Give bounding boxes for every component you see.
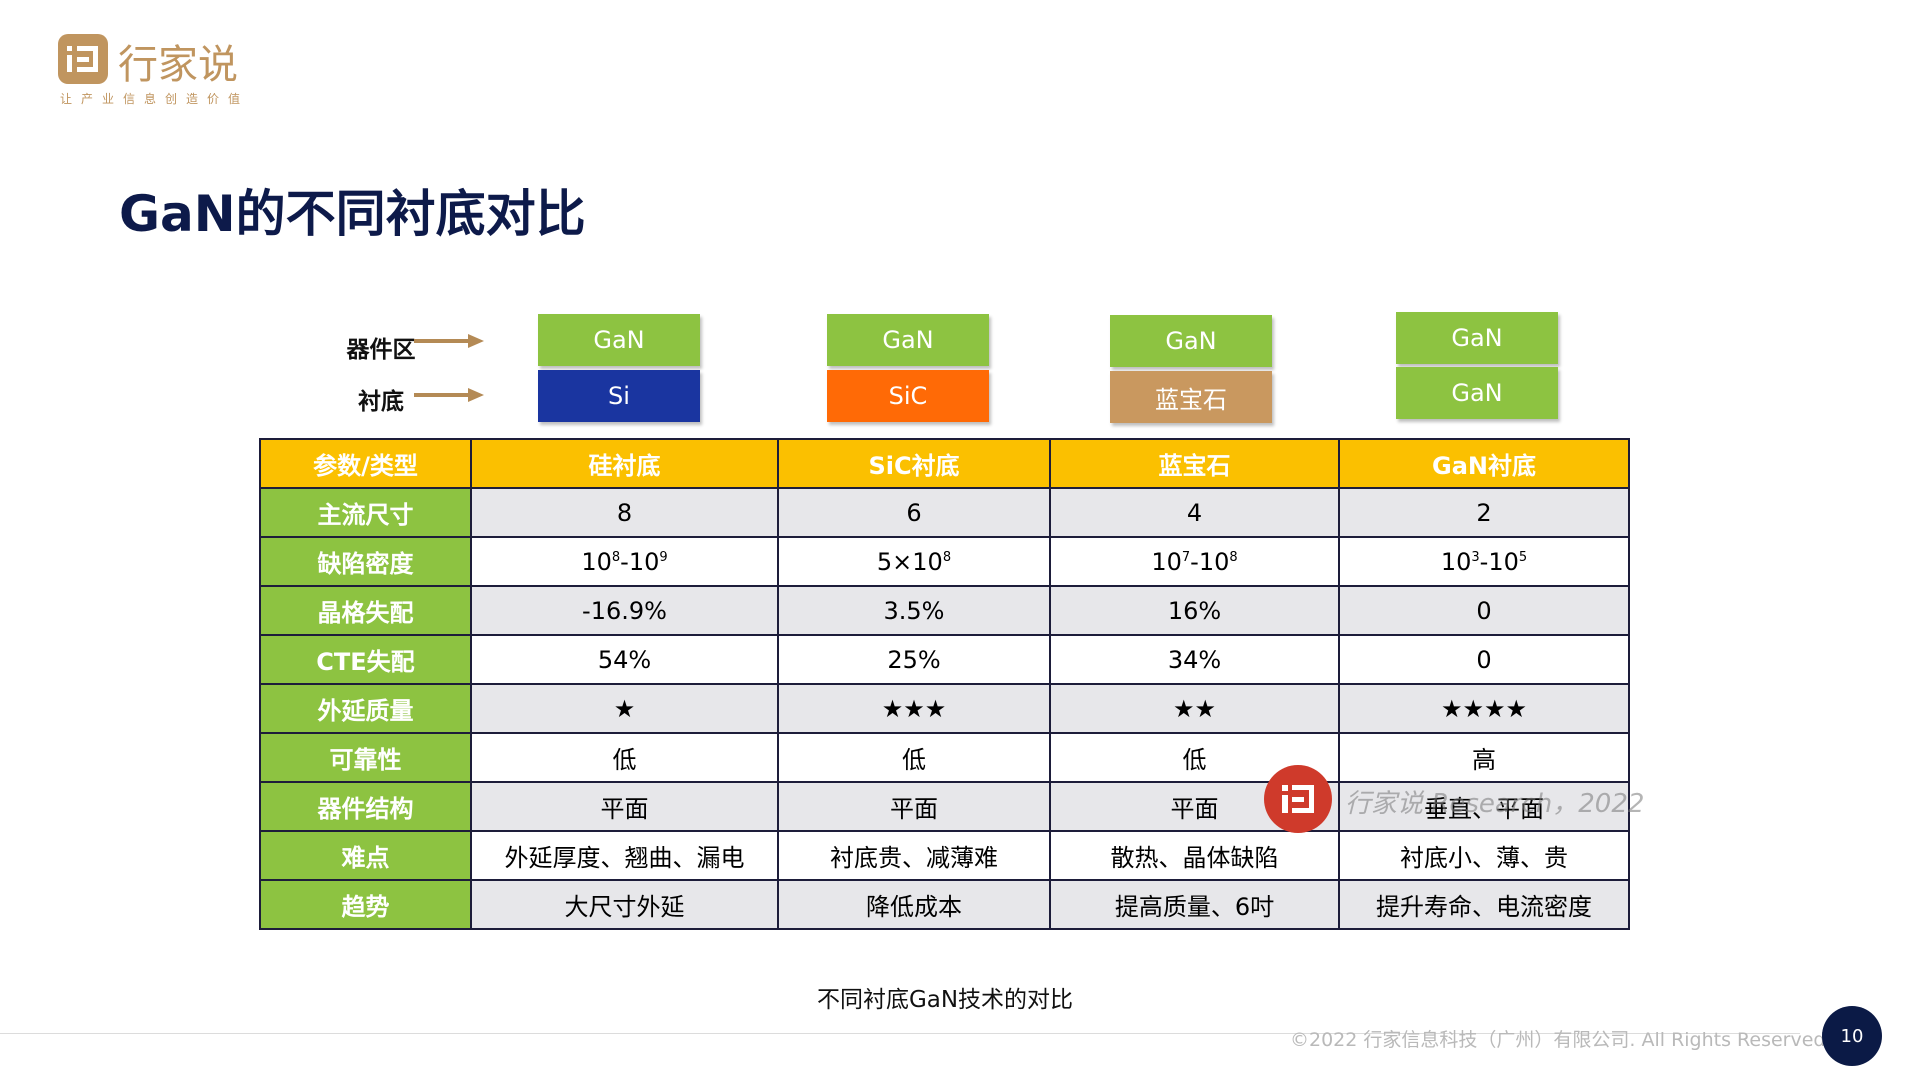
table-cell: 平面 bbox=[777, 781, 1051, 832]
table-cell: 高 bbox=[1338, 732, 1630, 783]
table-cell: 平面 bbox=[470, 781, 779, 832]
table-cell: 0 bbox=[1338, 634, 1630, 685]
watermark-logo-icon bbox=[1264, 765, 1332, 833]
cell-exponent: 3 bbox=[1471, 549, 1480, 565]
row-label: 器件结构 bbox=[259, 781, 472, 832]
row-label: 难点 bbox=[259, 830, 472, 881]
table-row: 难点 外延厚度、翘曲、漏电 衬底贵、减薄难 散热、晶体缺陷 衬底小、薄、贵 bbox=[259, 830, 1630, 881]
header-gan: GaN衬底 bbox=[1338, 438, 1630, 489]
table-cell: 8 bbox=[470, 487, 779, 538]
row-label: 可靠性 bbox=[259, 732, 472, 783]
table-cell: 0 bbox=[1338, 585, 1630, 636]
table-cell: 4 bbox=[1049, 487, 1340, 538]
table-cell: 54% bbox=[470, 634, 779, 685]
row-label: CTE失配 bbox=[259, 634, 472, 685]
table-cell: 107-108 bbox=[1049, 536, 1340, 587]
table-row: 主流尺寸 8 6 4 2 bbox=[259, 487, 1630, 538]
table-row: CTE失配 54% 25% 34% 0 bbox=[259, 634, 1630, 685]
row-label: 晶格失配 bbox=[259, 585, 472, 636]
layer-sic-bottom: SiC bbox=[827, 370, 989, 422]
copyright-text: ©2022 行家信息科技（广州）有限公司. All Rights Reserve… bbox=[1290, 1029, 1832, 1051]
comparison-table: 参数/类型 硅衬底 SiC衬底 蓝宝石 GaN衬底 主流尺寸 8 6 4 2 缺… bbox=[259, 438, 1630, 930]
layer-sapphire-top: GaN bbox=[1110, 315, 1272, 367]
cell-base: 10 bbox=[1198, 547, 1230, 576]
table-cell: 6 bbox=[777, 487, 1051, 538]
table-cell: 5×108 bbox=[777, 536, 1051, 587]
substrate-label: 衬底 bbox=[358, 389, 404, 415]
star-rating: ★★★ bbox=[777, 683, 1051, 734]
star-rating: ★★ bbox=[1049, 683, 1340, 734]
row-label: 趋势 bbox=[259, 879, 472, 930]
row-label: 外延质量 bbox=[259, 683, 472, 734]
table-cell: 大尺寸外延 bbox=[470, 879, 779, 930]
table-cell: 提高质量、6吋 bbox=[1049, 879, 1340, 930]
layer-sic-top: GaN bbox=[827, 314, 989, 366]
table-row: 可靠性 低 低 低 高 bbox=[259, 732, 1630, 783]
logo-slogan: 让产业信息创造价值 bbox=[60, 92, 250, 106]
cell-exponent: 7 bbox=[1181, 549, 1191, 565]
table-row: 外延质量 ★ ★★★ ★★ ★★★★ bbox=[259, 683, 1630, 734]
page-title: GaN的不同衬底对比 bbox=[119, 185, 586, 243]
cell-separator: - bbox=[620, 547, 629, 576]
table-cell: -16.9% bbox=[470, 585, 779, 636]
table-cell: 25% bbox=[777, 634, 1051, 685]
table-cell: 降低成本 bbox=[777, 879, 1051, 930]
table-caption: 不同衬底GaN技术的对比 bbox=[816, 987, 1074, 1013]
substrate-arrow-icon bbox=[414, 388, 484, 402]
cell-base: 5×10 bbox=[876, 547, 943, 576]
table-cell: 低 bbox=[777, 732, 1051, 783]
table-cell: 16% bbox=[1049, 585, 1340, 636]
row-label: 缺陷密度 bbox=[259, 536, 472, 587]
table-cell: 低 bbox=[1049, 732, 1340, 783]
cell-exponent: 9 bbox=[659, 549, 668, 565]
layer-gan-bottom: GaN bbox=[1396, 367, 1558, 419]
cell-separator: - bbox=[1190, 547, 1199, 576]
cell-exponent: 8 bbox=[611, 549, 621, 565]
table-row: 缺陷密度 108-109 5×108 107-108 103-105 bbox=[259, 536, 1630, 587]
layer-si-bottom: Si bbox=[538, 370, 700, 422]
table-cell: 2 bbox=[1338, 487, 1630, 538]
cell-separator: - bbox=[1479, 547, 1489, 576]
table-cell: 衬底小、薄、贵 bbox=[1338, 830, 1630, 881]
device-arrow-icon bbox=[414, 334, 484, 348]
table-cell: 108-109 bbox=[470, 536, 779, 587]
cell-base: 10 bbox=[628, 547, 660, 576]
table-cell: 散热、晶体缺陷 bbox=[1049, 830, 1340, 881]
header-param: 参数/类型 bbox=[259, 438, 472, 489]
layer-gan-top: GaN bbox=[1396, 312, 1558, 364]
layer-si-top: GaN bbox=[538, 314, 700, 366]
cell-base: 10 bbox=[1440, 547, 1472, 576]
cell-base: 10 bbox=[1151, 547, 1182, 576]
device-region-label: 器件区 bbox=[346, 337, 416, 363]
star-rating: ★★★★ bbox=[1338, 683, 1630, 734]
row-label: 主流尺寸 bbox=[259, 487, 472, 538]
header-sic: SiC衬底 bbox=[777, 438, 1051, 489]
logo-name: 行家说 bbox=[118, 42, 238, 88]
page-number-badge: 10 bbox=[1822, 1006, 1882, 1066]
table-cell: 垂直、平面 bbox=[1338, 781, 1630, 832]
cell-exponent: 8 bbox=[942, 549, 952, 565]
table-cell: 低 bbox=[470, 732, 779, 783]
table-cell: 提升寿命、电流密度 bbox=[1338, 879, 1630, 930]
table-row: 趋势 大尺寸外延 降低成本 提高质量、6吋 提升寿命、电流密度 bbox=[259, 879, 1630, 930]
table-header-row: 参数/类型 硅衬底 SiC衬底 蓝宝石 GaN衬底 bbox=[259, 438, 1630, 489]
footer-divider bbox=[0, 1033, 1800, 1034]
table-cell: 34% bbox=[1049, 634, 1340, 685]
header-sapphire: 蓝宝石 bbox=[1049, 438, 1340, 489]
table-cell: 103-105 bbox=[1338, 536, 1630, 587]
cell-exponent: 8 bbox=[1229, 549, 1238, 565]
watermark-text: 行家说 Research，2022 bbox=[1345, 789, 1645, 819]
cell-base: 10 bbox=[1488, 547, 1519, 576]
logo-icon bbox=[58, 34, 108, 84]
table-cell: 衬底贵、减薄难 bbox=[777, 830, 1051, 881]
table-cell: 3.5% bbox=[777, 585, 1051, 636]
cell-exponent: 5 bbox=[1518, 549, 1528, 565]
cell-base: 10 bbox=[581, 547, 612, 576]
header-si: 硅衬底 bbox=[470, 438, 779, 489]
table-cell: 外延厚度、翘曲、漏电 bbox=[470, 830, 779, 881]
star-rating: ★ bbox=[470, 683, 779, 734]
table-row: 晶格失配 -16.9% 3.5% 16% 0 bbox=[259, 585, 1630, 636]
layer-sapphire-bottom: 蓝宝石 bbox=[1110, 371, 1272, 423]
